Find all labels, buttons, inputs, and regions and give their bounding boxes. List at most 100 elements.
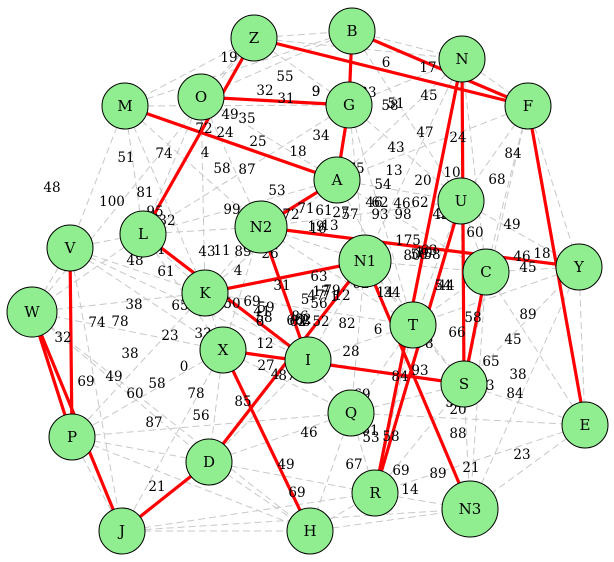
edge-weight-label: 62 [411,195,428,211]
node-circle[interactable] [555,243,603,291]
edge-weight-label: 21 [148,479,165,495]
node-o[interactable]: O [177,73,225,121]
node-a[interactable]: A [313,156,361,204]
node-label: H [303,522,316,540]
node-circle[interactable] [438,35,486,83]
edge-weight-label: 10 [415,245,432,261]
node-w[interactable]: W [6,286,58,338]
node-u[interactable]: U [437,177,485,225]
edge-weight-label: 78 [187,386,204,402]
node-j[interactable]: J [98,507,146,555]
node-n3[interactable]: N3 [441,480,499,538]
node-x[interactable]: X [199,326,247,374]
node-l[interactable]: L [119,210,167,258]
node-circle[interactable] [389,301,437,349]
edge-weight-label: 56 [192,408,209,424]
edge-weight-label: 74 [155,146,172,162]
node-t[interactable]: T [389,301,437,349]
node-i[interactable]: I [284,336,332,384]
node-y[interactable]: Y [555,243,603,291]
node-circle[interactable] [185,438,233,486]
highlighted-edge-N1-N3 [363,259,472,511]
edge-weight-label: 69 [288,485,305,501]
edge-weight-label: 84 [504,146,521,162]
node-circle[interactable] [328,7,376,55]
node-circle[interactable] [98,507,146,555]
edge-weight-label: 24 [216,125,233,141]
node-circle[interactable] [199,326,247,374]
node-circle[interactable] [504,82,552,130]
edge-weight-label: 89 [429,466,446,482]
edge-weight-label: 99 [223,202,240,218]
edge-weight-label: 6 [256,314,265,330]
node-d[interactable]: D [185,438,233,486]
node-q[interactable]: Q [327,389,375,437]
node-circle[interactable] [325,81,373,129]
edge-weight-label: 58 [255,310,272,326]
edge-weight-label: 12 [256,336,273,352]
node-label: P [67,428,77,446]
node-b[interactable]: B [328,7,376,55]
node-circle[interactable] [313,156,361,204]
node-label: R [369,484,381,502]
edge-weight-label: 57 [341,207,358,223]
edge-weight-label: 46 [513,249,530,265]
node-p[interactable]: P [48,413,96,461]
node-circle[interactable] [234,200,288,254]
node-circle[interactable] [437,177,485,225]
node-h[interactable]: H [286,507,334,555]
node-circle[interactable] [327,389,375,437]
node-label: U [455,192,468,210]
node-label: Q [345,404,357,422]
edge-weight-label: 88 [449,426,466,442]
edge-weight-label: 17 [312,284,329,300]
node-circle[interactable] [462,248,510,296]
node-circle[interactable] [101,82,149,130]
node-g[interactable]: G [325,81,373,129]
node-circle[interactable] [230,14,278,62]
edge-weight-label: 87 [238,162,255,178]
node-v[interactable]: V [46,224,94,272]
node-m[interactable]: M [101,82,149,130]
node-n2[interactable]: N2 [234,200,288,254]
node-circle[interactable] [338,234,392,288]
node-circle[interactable] [119,210,167,258]
node-c[interactable]: C [462,248,510,296]
edge-weight-label: 27 [332,205,349,221]
edge-weight-label: 49 [277,457,294,473]
edge-weight-label: 34 [312,128,329,144]
node-circle[interactable] [441,480,499,538]
node-circle[interactable] [351,469,399,517]
edge-N1-I [307,260,366,361]
node-circle[interactable] [284,336,332,384]
node-n[interactable]: N [438,35,486,83]
node-circle[interactable] [46,224,94,272]
node-s[interactable]: S [440,360,488,408]
edge-weight-label: 8 [302,314,311,330]
node-circle[interactable] [6,286,58,338]
edge-weight-label: 52 [312,314,329,330]
edge-weight-label: 71 [321,289,338,305]
edge-X-Q [222,349,352,414]
node-k[interactable]: K [181,269,229,317]
node-e[interactable]: E [561,401,609,449]
node-circle[interactable] [48,413,96,461]
node-f[interactable]: F [504,82,552,130]
edge-weight-label: 79 [323,283,340,299]
node-z[interactable]: Z [230,14,278,62]
node-label: I [305,351,311,369]
edge-weight-label: 85 [234,394,251,410]
node-circle[interactable] [177,73,225,121]
node-circle[interactable] [286,507,334,555]
edge-weight-label: 87 [145,415,162,431]
node-circle[interactable] [440,360,488,408]
node-label: Z [249,29,259,47]
edge-weight-label: 61 [157,264,174,280]
node-circle[interactable] [181,269,229,317]
node-circle[interactable] [561,401,609,449]
node-n1[interactable]: N1 [338,234,392,288]
node-label: F [523,97,533,115]
edge-F-C [485,105,529,273]
edge-weight-label: 47 [307,288,324,304]
node-r[interactable]: R [351,469,399,517]
